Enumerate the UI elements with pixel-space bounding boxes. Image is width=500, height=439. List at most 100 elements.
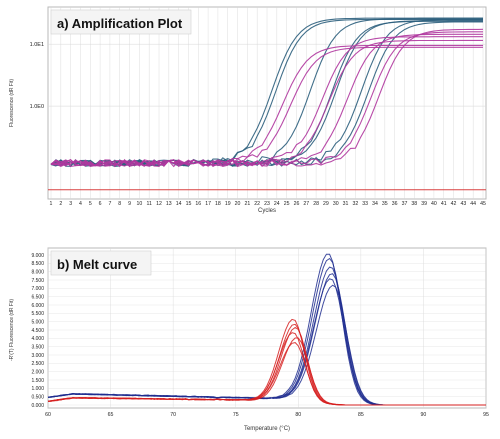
x-tick-label: 10 bbox=[136, 201, 142, 207]
x-tick-label: 20 bbox=[235, 201, 241, 207]
x-tick-label: 6 bbox=[99, 201, 102, 207]
y-tick-label: 2.000 bbox=[31, 369, 44, 375]
melt-series-group bbox=[47, 253, 486, 406]
x-tick-label: 3 bbox=[69, 201, 72, 207]
y-tick-label: 1.0E0 bbox=[30, 104, 44, 110]
x-tick-label: 36 bbox=[392, 201, 398, 207]
x-tick-label: 38 bbox=[411, 201, 417, 207]
x-tick-label: 4 bbox=[79, 201, 82, 207]
y-tick-label: 1.500 bbox=[31, 378, 44, 384]
x-tick-label: 75 bbox=[233, 412, 239, 418]
x-tick-label: 45 bbox=[480, 201, 486, 207]
x-tick-label: 30 bbox=[333, 201, 339, 207]
x-tick-label: 31 bbox=[343, 201, 349, 207]
x-tick-label: 23 bbox=[264, 201, 270, 207]
amplification-curve-magenta bbox=[50, 28, 484, 168]
x-tick-label: 17 bbox=[205, 201, 211, 207]
melt-curve-red bbox=[47, 342, 486, 406]
y-tick-label: 6.500 bbox=[31, 294, 44, 300]
x-tick-label: 41 bbox=[441, 201, 447, 207]
x-tick-label: 35 bbox=[382, 201, 388, 207]
x-tick-label: 14 bbox=[176, 201, 182, 207]
y-tick-label: 1.000 bbox=[31, 386, 44, 392]
y-tick-label: 6.000 bbox=[31, 303, 44, 309]
x-tick-label: 33 bbox=[362, 201, 368, 207]
y-tick-label: 1.0E1 bbox=[30, 42, 44, 48]
amplification-curve-magenta bbox=[50, 31, 483, 168]
melt-y-axis-label: -R'(T) Fluorescence (dR Fit) bbox=[9, 299, 15, 361]
x-tick-label: 40 bbox=[431, 201, 437, 207]
amplification-y-axis-label: Fluorescence (dR Fit) bbox=[9, 79, 15, 127]
x-tick-label: 39 bbox=[421, 201, 427, 207]
amplification-curve-magenta bbox=[50, 33, 483, 168]
amplification-gridlines bbox=[48, 7, 486, 199]
x-tick-label: 5 bbox=[89, 201, 92, 207]
amplification-title-box bbox=[50, 9, 192, 35]
x-tick-label: 95 bbox=[483, 412, 489, 418]
x-tick-label: 43 bbox=[460, 201, 466, 207]
x-tick-label: 70 bbox=[170, 412, 176, 418]
x-tick-label: 28 bbox=[313, 201, 319, 207]
y-tick-label: 8.500 bbox=[31, 261, 44, 267]
amplification-plot-title: a) Amplification Plot bbox=[57, 16, 183, 31]
y-tick-label: 5.000 bbox=[31, 319, 44, 325]
x-tick-label: 8 bbox=[118, 201, 121, 207]
melt-gridlines bbox=[47, 248, 487, 408]
melt-x-axis-label: Temperature (°C) bbox=[244, 426, 290, 432]
amplification-plot-panel: a) Amplification Plot 1 2 3 4 5 6 7 8 9 10 11 12 13 1… bbox=[9, 6, 487, 214]
x-tick-label: 18 bbox=[215, 201, 221, 207]
amplification-x-ticks: 1 2 3 4 5 6 7 8 9 10 11 12 13 14 15 16 17 18 19 20 21 22 23 24 2… bbox=[50, 201, 486, 207]
x-tick-label: 29 bbox=[323, 201, 329, 207]
x-tick-label: 13 bbox=[166, 201, 172, 207]
amplification-y-ticks: 1.0E1 1.0E0 bbox=[30, 42, 44, 110]
x-tick-label: 37 bbox=[402, 201, 408, 207]
x-tick-label: 85 bbox=[358, 412, 364, 418]
melt-x-ticks: 60 65 70 75 80 85 90 95 bbox=[45, 412, 489, 418]
x-tick-label: 25 bbox=[284, 201, 290, 207]
x-tick-label: 12 bbox=[156, 201, 162, 207]
melt-y-ticks: 0.000 0.500 1.000 1.500 2.000 2.500 3.000 3.500… bbox=[31, 253, 44, 409]
y-tick-label: 7.500 bbox=[31, 278, 44, 284]
x-tick-label: 27 bbox=[303, 201, 309, 207]
y-tick-label: 3.500 bbox=[31, 344, 44, 350]
x-tick-label: 7 bbox=[108, 201, 111, 207]
x-tick-label: 16 bbox=[195, 201, 201, 207]
amplification-curve-magenta bbox=[50, 39, 483, 167]
y-tick-label: 4.000 bbox=[31, 336, 44, 342]
amplification-curve-blue bbox=[50, 18, 483, 167]
x-tick-label: 2 bbox=[59, 201, 62, 207]
y-tick-label: 9.000 bbox=[31, 253, 44, 259]
amplification-curve-magenta bbox=[50, 44, 483, 168]
x-tick-label: 80 bbox=[295, 412, 301, 418]
amplification-series-group bbox=[50, 17, 484, 168]
x-tick-label: 15 bbox=[186, 201, 192, 207]
x-tick-label: 42 bbox=[451, 201, 457, 207]
melt-curve-title: b) Melt curve bbox=[57, 257, 137, 272]
y-tick-label: 7.000 bbox=[31, 286, 44, 292]
x-tick-label: 21 bbox=[244, 201, 250, 207]
x-tick-label: 90 bbox=[421, 412, 427, 418]
x-tick-label: 9 bbox=[128, 201, 131, 207]
x-tick-label: 60 bbox=[45, 412, 51, 418]
x-tick-label: 1 bbox=[50, 201, 53, 207]
y-tick-label: 8.000 bbox=[31, 269, 44, 275]
x-tick-label: 11 bbox=[146, 201, 151, 207]
y-tick-label: 0.500 bbox=[31, 394, 44, 400]
y-tick-label: 5.500 bbox=[31, 311, 44, 317]
y-tick-label: 4.500 bbox=[31, 328, 44, 334]
amplification-x-axis-label: Cycles bbox=[258, 208, 276, 214]
x-tick-label: 24 bbox=[274, 201, 280, 207]
x-tick-label: 65 bbox=[108, 412, 114, 418]
x-tick-label: 44 bbox=[470, 201, 476, 207]
x-tick-label: 22 bbox=[254, 201, 260, 207]
x-tick-label: 19 bbox=[225, 201, 231, 207]
x-tick-label: 26 bbox=[294, 201, 300, 207]
y-tick-label: 0.000 bbox=[31, 403, 44, 409]
y-tick-label: 3.000 bbox=[31, 353, 44, 359]
x-tick-label: 34 bbox=[372, 201, 378, 207]
melt-title-box bbox=[50, 250, 152, 276]
melt-curve-panel: b) Melt curve 60 65 70 75 80 85 90 95 0.000 0.50… bbox=[9, 247, 489, 432]
x-tick-label: 32 bbox=[352, 201, 358, 207]
y-tick-label: 2.500 bbox=[31, 361, 44, 367]
